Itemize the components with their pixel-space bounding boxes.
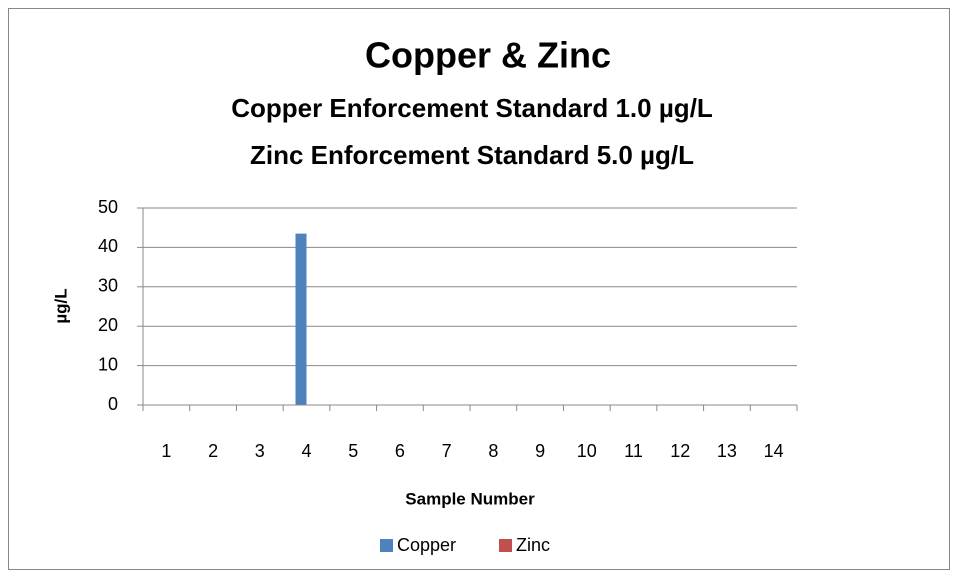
x-tick-label: 3 — [255, 441, 265, 461]
x-tick-label: 2 — [208, 441, 218, 461]
y-tick-label: 0 — [108, 394, 118, 414]
x-tick-label: 11 — [624, 441, 643, 461]
bar — [295, 233, 307, 405]
x-tick-label: 7 — [442, 441, 452, 461]
x-tick-label: 4 — [301, 441, 311, 461]
x-tick-label: 6 — [395, 441, 405, 461]
x-tick-label: 9 — [535, 441, 545, 461]
x-tick-label: 5 — [348, 441, 358, 461]
chart-frame — [8, 8, 950, 570]
y-axis-label: µg/L — [51, 288, 70, 323]
y-tick-label: 50 — [98, 197, 118, 217]
legend-label: Copper — [397, 535, 456, 555]
x-tick-label: 12 — [670, 441, 690, 461]
y-tick-label: 20 — [98, 315, 118, 335]
legend-label: Zinc — [516, 535, 550, 555]
legend-swatch — [380, 539, 393, 552]
x-axis-label: Sample Number — [405, 489, 535, 508]
chart-title: Copper & Zinc — [365, 35, 611, 76]
x-tick-label: 13 — [717, 441, 737, 461]
y-tick-label: 30 — [98, 276, 118, 296]
y-tick-label: 10 — [98, 354, 118, 374]
x-tick-label: 14 — [764, 441, 784, 461]
x-tick-label: 10 — [577, 441, 597, 461]
x-tick-label: 8 — [488, 441, 498, 461]
legend-swatch — [499, 539, 512, 552]
x-tick-label: 1 — [161, 441, 171, 461]
chart-subtitle: Zinc Enforcement Standard 5.0 µg/L — [250, 140, 694, 170]
chart-subtitle: Copper Enforcement Standard 1.0 µg/L — [231, 93, 713, 123]
y-tick-label: 40 — [98, 236, 118, 256]
